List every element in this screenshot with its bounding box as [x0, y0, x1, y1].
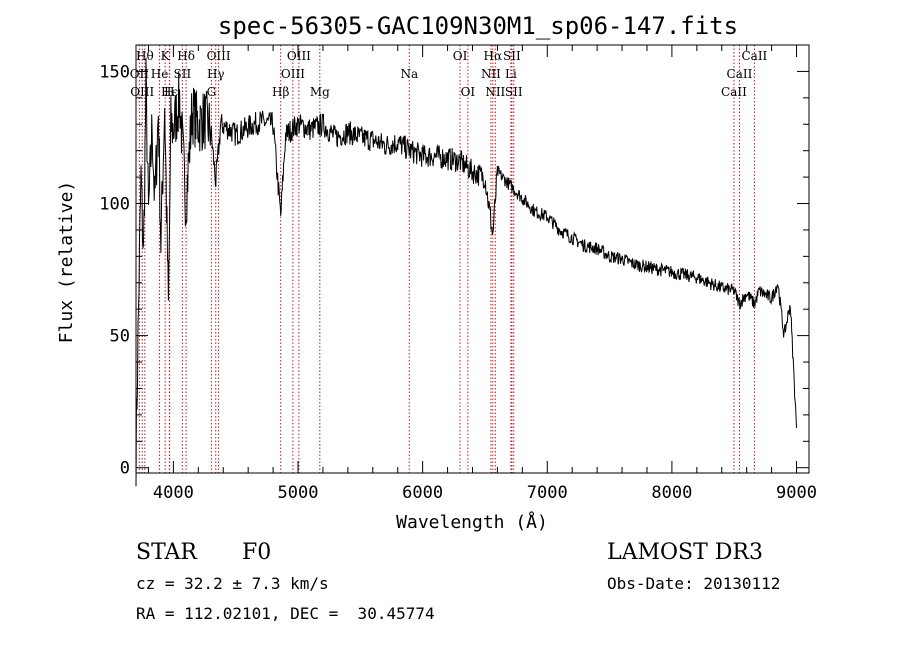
line-label: CaII: [727, 67, 753, 81]
x-tick-label: 4000: [153, 483, 194, 503]
line-label: Na: [400, 67, 418, 81]
x-tick-label: 7000: [527, 483, 568, 503]
line-label: Hβ: [272, 85, 289, 99]
line-label: NII: [485, 85, 505, 99]
line-label: Hϵ: [161, 85, 178, 99]
x-axis-label: Wavelength (Å): [396, 511, 548, 533]
coordinates: RA = 112.02101, DEC = 30.45774: [136, 604, 435, 623]
line-label: OIII: [207, 49, 231, 63]
object-subclass: F0: [242, 540, 272, 565]
x-tick-label: 9000: [776, 483, 817, 503]
observation-date: Obs-Date: 20130112: [607, 574, 781, 593]
spectrum-chart: spec-56305-GAC109N30M1_sp06-147.fits Hθ K…: [56, 12, 817, 533]
redshift-cz: cz = 32.2 ± 7.3 km/s: [136, 574, 329, 593]
line-label: NII: [481, 67, 501, 81]
y-axis-ticks: 0 50 100 150: [99, 44, 809, 479]
spectral-line-markers: [138, 45, 755, 473]
object-class: STAR: [136, 540, 197, 565]
line-label: CaII: [721, 85, 747, 99]
line-label: OIII: [130, 85, 154, 99]
x-tick-label: 8000: [651, 483, 692, 503]
line-label: CaII: [741, 49, 767, 63]
x-tick-label: 5000: [278, 483, 319, 503]
line-label: G: [207, 85, 217, 99]
survey-name: LAMOST DR3: [607, 540, 763, 565]
x-tick-label: 6000: [402, 483, 443, 503]
spectrum-line: [135, 57, 797, 487]
y-tick-label: 0: [120, 459, 130, 479]
line-label: OIII: [281, 67, 305, 81]
line-label: Hδ: [177, 49, 195, 63]
line-label: K: [161, 49, 171, 63]
line-label: Hα: [484, 49, 503, 63]
line-label: OII: [130, 67, 150, 81]
line-label: Li: [505, 67, 517, 81]
line-label: Hγ: [207, 67, 225, 81]
line-label: He: [151, 67, 169, 81]
chart-title: spec-56305-GAC109N30M1_sp06-147.fits: [218, 12, 738, 40]
line-label: SII: [174, 67, 192, 81]
y-tick-label: 150: [99, 62, 130, 82]
line-label: Mg: [310, 85, 330, 99]
y-tick-label: 50: [110, 327, 130, 347]
line-label: Hθ: [136, 49, 154, 63]
line-label: OI: [461, 85, 476, 99]
line-label: SII: [505, 85, 523, 99]
line-label: OI: [453, 49, 468, 63]
line-label: OIII: [287, 49, 311, 63]
plot-frame: [135, 44, 810, 474]
y-tick-label: 100: [99, 195, 130, 215]
y-axis-label: Flux (relative): [56, 181, 77, 344]
line-label: H: [164, 85, 174, 99]
line-label: SII: [503, 49, 521, 63]
x-axis-ticks: 4000 5000 6000 7000 8000 9000: [147, 45, 817, 503]
